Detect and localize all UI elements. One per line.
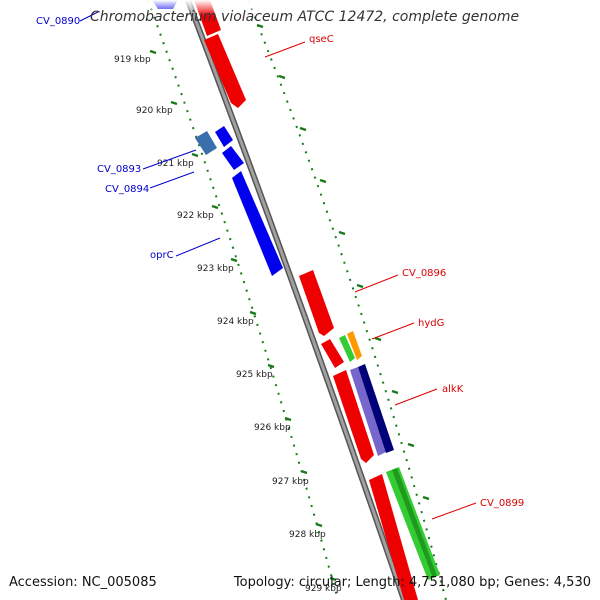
gene-red-mid[interactable] [321,339,344,368]
tick-label-921: 921 kbp [157,159,194,169]
inner-ruler-ring [147,0,339,600]
label-cv0896[interactable]: CV_0896 [402,268,446,279]
tick-label-926: 926 kbp [254,423,291,433]
label-cv0893[interactable]: CV_0893 [97,164,141,175]
gene-qseC[interactable] [204,34,246,108]
gene-labels: CV_0890 qseC CV_0893 CV_0894 oprC CV_089… [36,16,524,509]
tick-label-925: 925 kbp [236,370,273,380]
tick-label-927: 927 kbp [272,477,309,487]
tick-label-929: 929 kbp [305,584,342,594]
gene-cv0893[interactable] [195,131,217,155]
label-alkK[interactable]: alkK [442,384,464,395]
label-cv0899[interactable]: CV_0899 [480,498,524,509]
label-hydG[interactable]: hydG [418,318,444,329]
gene-cv0894-a[interactable] [215,126,233,147]
tick-label-920: 920 kbp [136,106,173,116]
callout-lines [79,11,477,520]
gene-cv0899-green-2[interactable] [392,468,437,578]
label-cv0890[interactable]: CV_0890 [36,16,80,27]
accession-text: Accession: NC_005085 [9,575,157,590]
major-ticks [149,49,337,582]
outer-ticks [256,23,430,501]
tick-label-924: 924 kbp [217,317,254,327]
tick-label-923: 923 kbp [197,264,234,274]
gene-hydG[interactable] [347,331,362,360]
tick-label-922: 922 kbp [177,211,214,221]
tick-label-928: 928 kbp [289,530,326,540]
gene-alkK-red[interactable] [333,370,374,463]
genome-summary-text: Topology: circular; Length: 4,751,080 bp… [233,575,591,590]
gene-cv0896[interactable] [299,270,334,336]
gene-cv0899-red[interactable] [369,474,418,600]
label-qseC[interactable]: qseC [309,34,334,45]
tick-label-919: 919 kbp [114,55,151,65]
gene-alkK-navy[interactable] [358,364,394,453]
tick-labels: 919 kbp 920 kbp 921 kbp 922 kbp 923 kbp … [114,55,342,594]
gene-oprC[interactable] [232,171,283,276]
gene-alkK-purple[interactable] [350,367,386,456]
map-title: Chromobacterium violaceum ATCC 12472, co… [90,9,520,25]
outer-ruler-ring [247,0,447,600]
label-cv0894[interactable]: CV_0894 [105,184,149,195]
gene-cv0894-b[interactable] [222,146,244,170]
forward-strand-genes [194,0,440,600]
label-oprC[interactable]: oprC [150,250,174,261]
gene-green-small[interactable] [339,335,355,362]
